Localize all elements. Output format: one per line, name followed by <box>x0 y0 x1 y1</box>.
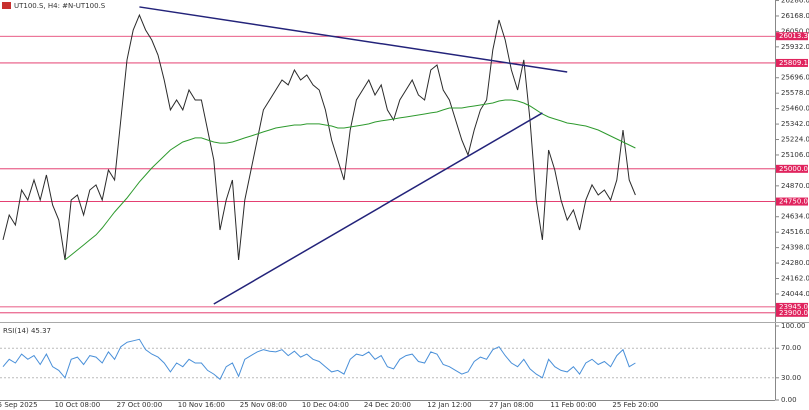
x-tick-label: 24 Dec 20:00 <box>364 401 411 409</box>
y-tick-label: 24634.0 <box>781 213 809 221</box>
y-tick-label: 26286.0 <box>781 0 809 5</box>
price-level-label: 24750.0 <box>779 198 808 206</box>
series-line <box>2 338 636 381</box>
x-tick-label: 10 Nov 16:00 <box>178 401 225 409</box>
y-tick-label: 25932.0 <box>781 43 809 51</box>
price-level-box <box>776 58 808 67</box>
trend-line <box>213 112 543 305</box>
x-tick-label: 10 Dec 04:00 <box>302 401 349 409</box>
x-tick-label: 11 Feb 00:00 <box>550 401 596 409</box>
price-level-box <box>776 32 808 41</box>
y-tick-label: 25106.0 <box>781 151 809 159</box>
price-level-box <box>776 302 808 311</box>
x-tick-label: 25 Nov 08:00 <box>240 401 287 409</box>
y-tick-label: 25460.0 <box>781 105 809 113</box>
price-level-box <box>776 308 808 317</box>
y-tick-label: 25342.0 <box>781 120 809 128</box>
y-tick-label: 24044.0 <box>781 290 809 298</box>
price-level-label: 26013.3 <box>779 32 808 40</box>
y-tick-label: 24162.0 <box>781 275 809 283</box>
price-level-label: 25809.1 <box>779 59 808 67</box>
y-tick-label: 24280.0 <box>781 259 809 267</box>
price-level-box <box>776 197 808 206</box>
price-level-label: 25000.0 <box>779 165 808 173</box>
y-tick-label: 24516.0 <box>781 228 809 236</box>
x-tick-label: 12 Jan 12:00 <box>427 401 471 409</box>
y-tick-label: 25696.0 <box>781 74 809 82</box>
x-tick-label: 27 Oct 00:00 <box>117 401 163 409</box>
y-tick-label: 100.00 <box>781 322 806 330</box>
price-level-box <box>776 164 808 173</box>
y-tick-label: 26168.0 <box>781 12 809 20</box>
x-tick-label: 27 Jan 08:00 <box>489 401 533 409</box>
y-tick-label: 70.00 <box>781 344 801 352</box>
y-tick-label: 25578.0 <box>781 89 809 97</box>
trend-line <box>139 6 568 73</box>
y-tick-label: 30.00 <box>781 374 801 382</box>
x-tick-label: 10 Oct 08:00 <box>55 401 101 409</box>
price-level-label: 23945.0 <box>779 303 808 311</box>
y-tick-label: 24870.0 <box>781 182 809 190</box>
symbol-icon <box>2 2 11 9</box>
chart-title: UT100.S, H4: #N-UT100.S <box>14 2 106 10</box>
y-tick-label: 24398.0 <box>781 244 809 252</box>
x-tick-label: 25 Sep 2025 <box>0 401 38 409</box>
indicator-title: RSI(14) 45.37 <box>3 327 51 335</box>
x-tick-label: 25 Feb 20:00 <box>612 401 658 409</box>
series-line <box>64 99 636 261</box>
y-tick-label: 26050.0 <box>781 27 809 35</box>
y-tick-label: 25224.0 <box>781 136 809 144</box>
y-tick-label: 0.00 <box>781 396 797 404</box>
price-level-label: 23900.0 <box>779 309 808 317</box>
